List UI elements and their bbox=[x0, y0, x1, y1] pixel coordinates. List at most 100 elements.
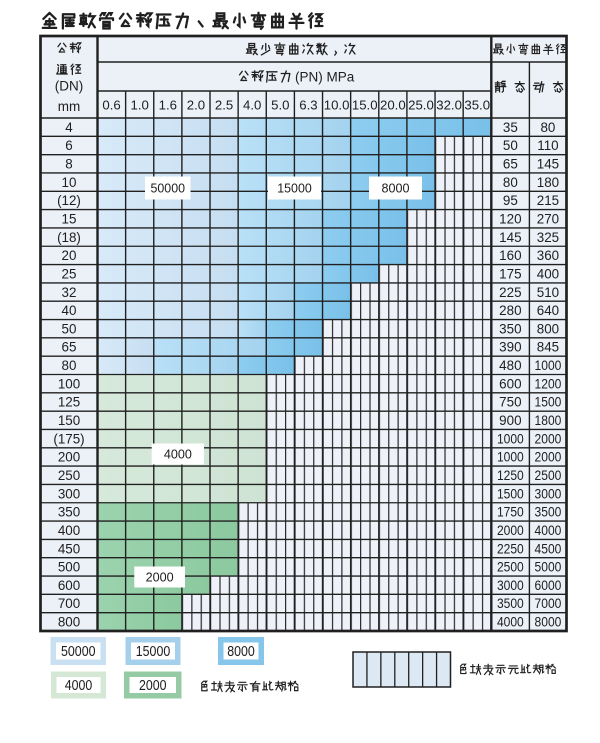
svg-text:0.6: 0.6 bbox=[102, 97, 120, 112]
svg-text:360: 360 bbox=[537, 248, 559, 263]
svg-text:40: 40 bbox=[62, 303, 77, 318]
svg-text:145: 145 bbox=[537, 157, 559, 172]
svg-text:10: 10 bbox=[62, 175, 77, 190]
svg-text:390: 390 bbox=[499, 340, 521, 355]
svg-text:65: 65 bbox=[62, 340, 77, 355]
svg-text:8000: 8000 bbox=[227, 644, 255, 660]
svg-text:25.0: 25.0 bbox=[408, 97, 434, 112]
svg-text:2000: 2000 bbox=[497, 523, 524, 538]
svg-text:510: 510 bbox=[537, 285, 559, 300]
svg-text:50000: 50000 bbox=[151, 181, 186, 196]
svg-text:1250: 1250 bbox=[497, 468, 524, 483]
svg-text:4: 4 bbox=[65, 120, 73, 135]
svg-text:1000: 1000 bbox=[497, 431, 524, 446]
svg-text:5000: 5000 bbox=[535, 560, 562, 575]
svg-text:300: 300 bbox=[58, 486, 80, 501]
svg-text:15000: 15000 bbox=[277, 181, 312, 196]
svg-text:1000: 1000 bbox=[535, 358, 562, 373]
svg-text:845: 845 bbox=[537, 340, 559, 355]
svg-text:3000: 3000 bbox=[535, 486, 562, 501]
svg-text:(18): (18) bbox=[57, 230, 81, 245]
svg-text:800: 800 bbox=[537, 321, 559, 336]
svg-text:80: 80 bbox=[62, 358, 77, 373]
svg-text:4000: 4000 bbox=[164, 447, 192, 462]
svg-text:800: 800 bbox=[58, 615, 80, 630]
svg-text:400: 400 bbox=[58, 523, 80, 538]
svg-text:150: 150 bbox=[58, 413, 80, 428]
svg-text:35: 35 bbox=[503, 120, 518, 135]
svg-text:2500: 2500 bbox=[535, 468, 562, 483]
svg-text:80: 80 bbox=[540, 120, 555, 135]
svg-text:35.0: 35.0 bbox=[464, 97, 490, 112]
svg-text:mm: mm bbox=[58, 99, 81, 114]
svg-text:215: 215 bbox=[537, 193, 559, 208]
svg-text:1500: 1500 bbox=[497, 486, 524, 501]
svg-text:2250: 2250 bbox=[497, 541, 524, 556]
svg-text:6: 6 bbox=[65, 138, 72, 153]
svg-text:10.0: 10.0 bbox=[324, 97, 350, 112]
svg-text:2000: 2000 bbox=[535, 450, 562, 465]
svg-text:250: 250 bbox=[58, 468, 80, 483]
svg-text:900: 900 bbox=[499, 413, 521, 428]
svg-text:350: 350 bbox=[499, 321, 521, 336]
svg-text:50: 50 bbox=[503, 138, 518, 153]
svg-text:50: 50 bbox=[62, 321, 77, 336]
svg-text:280: 280 bbox=[499, 303, 521, 318]
svg-text:20: 20 bbox=[62, 248, 77, 263]
svg-text:2.5: 2.5 bbox=[215, 97, 233, 112]
svg-text:8000: 8000 bbox=[382, 181, 410, 196]
svg-text:15.0: 15.0 bbox=[352, 97, 378, 112]
svg-text:3500: 3500 bbox=[535, 505, 562, 520]
svg-text:1500: 1500 bbox=[535, 395, 562, 410]
svg-text:120: 120 bbox=[499, 211, 521, 226]
svg-text:270: 270 bbox=[537, 211, 559, 226]
svg-text:500: 500 bbox=[58, 560, 80, 575]
svg-text:2000: 2000 bbox=[535, 431, 562, 446]
svg-text:65: 65 bbox=[503, 157, 518, 172]
svg-text:15000: 15000 bbox=[136, 644, 171, 660]
svg-text:2500: 2500 bbox=[497, 560, 524, 575]
svg-text:80: 80 bbox=[503, 175, 518, 190]
svg-text:7000: 7000 bbox=[535, 596, 562, 611]
svg-text:145: 145 bbox=[499, 230, 521, 245]
svg-text:1000: 1000 bbox=[497, 450, 524, 465]
svg-text:400: 400 bbox=[537, 266, 559, 281]
svg-text:1.6: 1.6 bbox=[159, 97, 177, 112]
svg-text:6.3: 6.3 bbox=[299, 97, 317, 112]
svg-text:1.0: 1.0 bbox=[131, 97, 149, 112]
svg-text:2000: 2000 bbox=[146, 570, 174, 585]
svg-text:4000: 4000 bbox=[497, 615, 524, 630]
svg-text:450: 450 bbox=[58, 541, 80, 556]
svg-text:125: 125 bbox=[58, 395, 80, 410]
svg-text:325: 325 bbox=[537, 230, 559, 245]
svg-text:(12): (12) bbox=[57, 193, 81, 208]
svg-text:175: 175 bbox=[499, 266, 521, 281]
svg-text:180: 180 bbox=[537, 175, 559, 190]
svg-text:(DN): (DN) bbox=[55, 78, 84, 93]
svg-text:700: 700 bbox=[58, 596, 80, 611]
svg-text:25: 25 bbox=[62, 266, 77, 281]
svg-text:15: 15 bbox=[62, 211, 77, 226]
svg-text:600: 600 bbox=[58, 578, 80, 593]
svg-text:600: 600 bbox=[499, 376, 521, 391]
svg-text:3500: 3500 bbox=[497, 596, 524, 611]
svg-text:5.0: 5.0 bbox=[271, 97, 289, 112]
svg-text:20.0: 20.0 bbox=[380, 97, 406, 112]
svg-text:480: 480 bbox=[499, 358, 521, 373]
svg-text:4.0: 4.0 bbox=[243, 97, 261, 112]
svg-text:1200: 1200 bbox=[535, 376, 562, 391]
svg-text:(PN) MPa: (PN) MPa bbox=[295, 69, 355, 84]
svg-text:32.0: 32.0 bbox=[436, 97, 462, 112]
svg-text:1800: 1800 bbox=[535, 413, 562, 428]
svg-text:6000: 6000 bbox=[535, 578, 562, 593]
svg-text:2.0: 2.0 bbox=[187, 97, 205, 112]
svg-text:110: 110 bbox=[537, 138, 558, 153]
svg-text:4500: 4500 bbox=[535, 541, 562, 556]
svg-text:4000: 4000 bbox=[535, 523, 562, 538]
svg-text:1750: 1750 bbox=[497, 505, 524, 520]
svg-text:95: 95 bbox=[503, 193, 518, 208]
svg-text:350: 350 bbox=[58, 505, 80, 520]
svg-text:50000: 50000 bbox=[61, 644, 96, 660]
svg-text:100: 100 bbox=[58, 376, 80, 391]
svg-text:160: 160 bbox=[499, 248, 521, 263]
